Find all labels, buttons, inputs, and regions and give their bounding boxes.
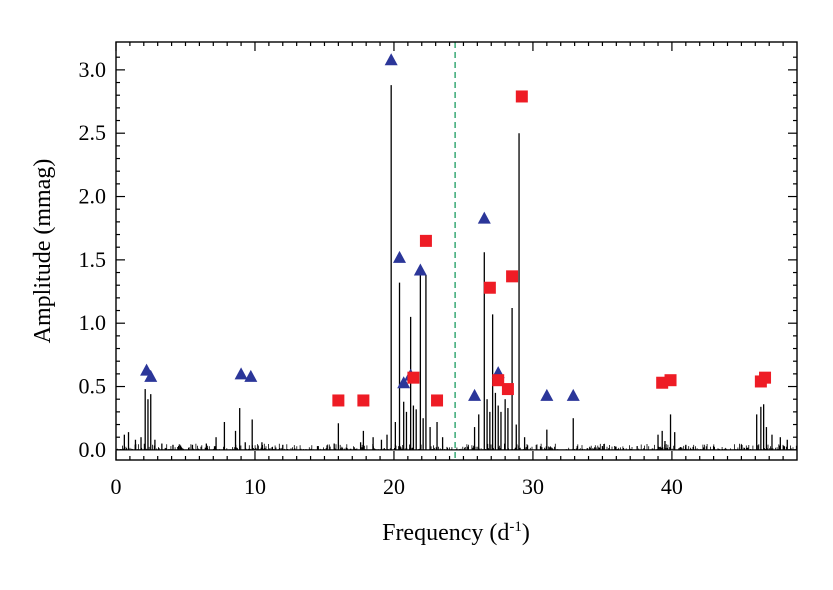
y-axis-label: Amplitude (mmag): [30, 159, 56, 344]
triangle-marker: [234, 367, 248, 380]
square-marker: [332, 394, 345, 407]
y-tick-labels: 0.0 0.5 1.0 1.5 2.0 2.5 3.0: [79, 57, 107, 462]
x-tick-label: 30: [522, 474, 544, 499]
y-tick-label: 0.0: [79, 437, 107, 462]
square-marker: [431, 394, 444, 407]
square-marker: [664, 374, 677, 387]
square-marker: [407, 371, 420, 384]
y-tick-label: 2.0: [79, 184, 107, 209]
triangle-marker: [540, 388, 554, 401]
x-tick-label: 40: [661, 474, 683, 499]
y-tick-label: 1.0: [79, 310, 107, 335]
x-tick-label: 20: [383, 474, 405, 499]
y-tick-label: 1.5: [79, 247, 107, 272]
square-marker: [501, 383, 514, 396]
triangle-marker: [566, 388, 580, 401]
y-tick-label: 2.5: [79, 120, 107, 145]
peak-markers: [140, 53, 772, 407]
amplitude-spectrum: [116, 85, 797, 451]
triangle-marker: [393, 250, 407, 263]
triangle-marker: [144, 369, 158, 382]
x-axis-label: Frequency (d-1): [382, 519, 530, 546]
plot-frame: [115, 41, 798, 461]
x-tick-labels: 0 10 20 30 40: [111, 474, 683, 499]
triangle-marker: [397, 376, 411, 389]
x-tick-label: 10: [244, 474, 266, 499]
square-marker: [759, 371, 772, 384]
square-marker: [492, 374, 505, 387]
triangle-marker: [468, 388, 482, 401]
square-marker: [506, 270, 519, 283]
triangle-marker: [384, 53, 398, 66]
y-tick-label: 3.0: [79, 57, 107, 82]
square-marker: [419, 234, 432, 247]
square-marker: [357, 394, 370, 407]
triangle-marker: [477, 211, 491, 224]
square-marker: [515, 90, 528, 103]
triangle-marker: [413, 263, 427, 276]
x-tick-label: 0: [111, 474, 122, 499]
y-tick-label: 0.5: [79, 374, 107, 399]
triangle-marker: [244, 369, 258, 382]
square-marker: [483, 281, 496, 294]
